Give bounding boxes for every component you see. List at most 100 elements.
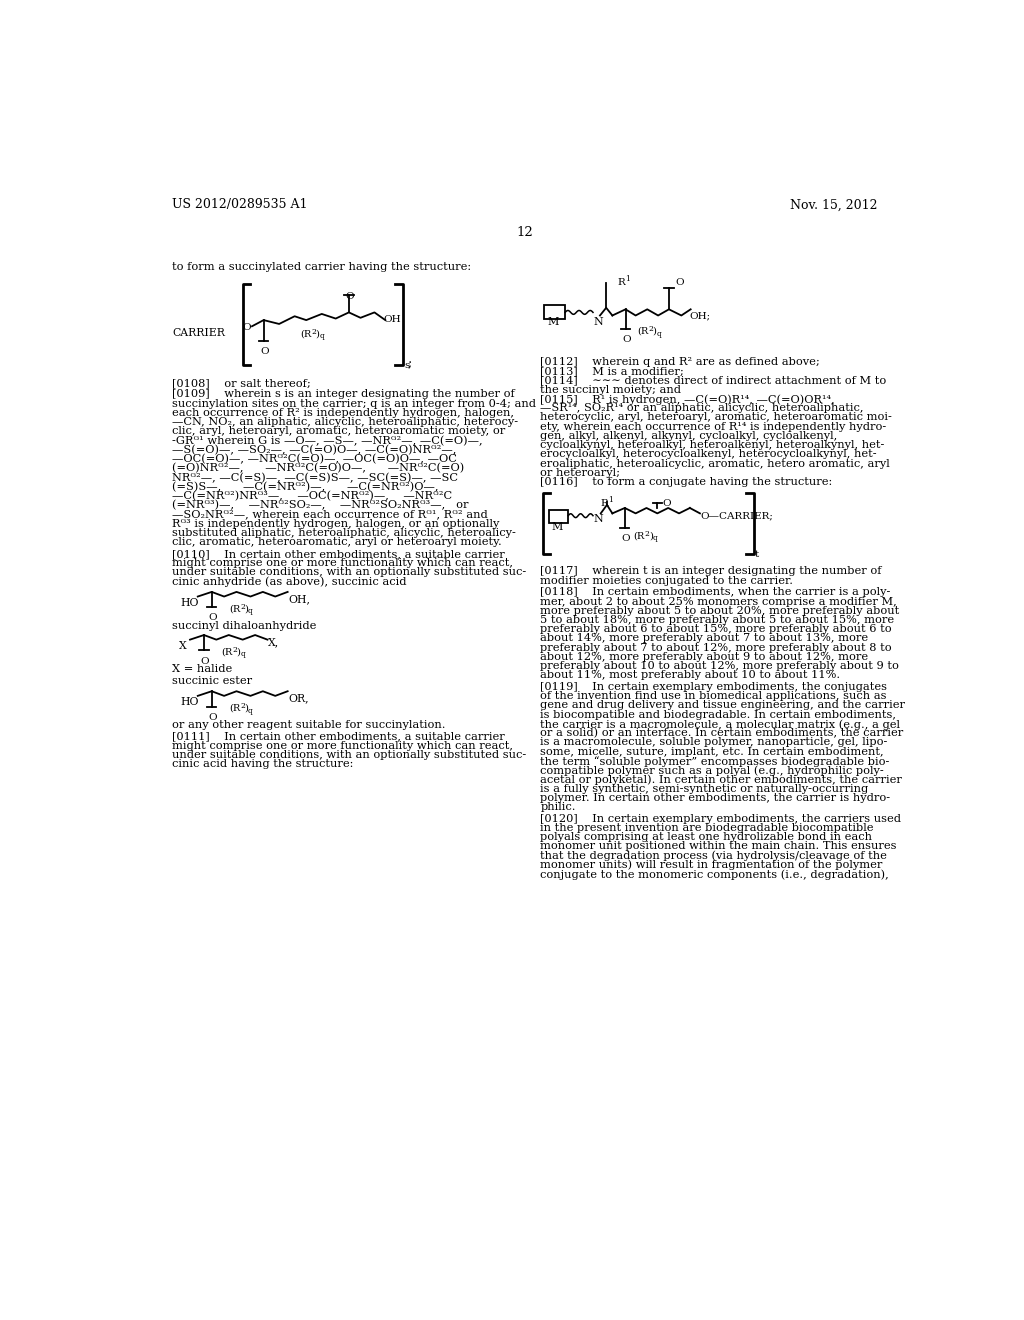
- Text: or a solid) or an interface. In certain embodiments, the carrier: or a solid) or an interface. In certain …: [541, 729, 903, 739]
- Text: HO: HO: [180, 598, 200, 609]
- Text: Rᴳ³ is independently hydrogen, halogen, or an optionally: Rᴳ³ is independently hydrogen, halogen, …: [172, 519, 500, 529]
- Text: succinyl dihaloanhydride: succinyl dihaloanhydride: [172, 622, 316, 631]
- Text: might comprise one or more functionality which can react,: might comprise one or more functionality…: [172, 558, 513, 568]
- Text: O: O: [201, 656, 210, 665]
- Text: Nov. 15, 2012: Nov. 15, 2012: [790, 198, 878, 211]
- Text: each occurrence of R² is independently hydrogen, halogen,: each occurrence of R² is independently h…: [172, 408, 514, 418]
- Text: US 2012/0289535 A1: US 2012/0289535 A1: [172, 198, 307, 211]
- Text: -GRᴳ¹ wherein G is —O—, —S—, —NRᴳ²—, —C(=O)—,: -GRᴳ¹ wherein G is —O—, —S—, —NRᴳ²—, —C(…: [172, 436, 482, 446]
- Text: [0109]    wherein s is an integer designating the number of: [0109] wherein s is an integer designati…: [172, 389, 515, 400]
- Text: q: q: [319, 333, 325, 341]
- Text: is biocompatible and biodegradable. In certain embodiments,: is biocompatible and biodegradable. In c…: [541, 710, 896, 719]
- Text: q: q: [241, 651, 246, 659]
- Text: philic.: philic.: [541, 803, 575, 812]
- Text: N: N: [593, 317, 603, 327]
- Text: is a fully synthetic, semi-synthetic or naturally-occurring: is a fully synthetic, semi-synthetic or …: [541, 784, 868, 793]
- Text: O—CARRIER;: O—CARRIER;: [700, 512, 773, 521]
- Text: O: O: [622, 535, 631, 543]
- Text: [0119]    In certain exemplary embodiments, the conjugates: [0119] In certain exemplary embodiments,…: [541, 682, 888, 692]
- Text: erocycloalkyl, heterocycloalkenyl, heterocycloalkynyl, het-: erocycloalkyl, heterocycloalkenyl, heter…: [541, 449, 877, 459]
- Text: of the invention find use in biomedical applications, such as: of the invention find use in biomedical …: [541, 692, 887, 701]
- Text: (R: (R: [637, 327, 648, 337]
- Text: —SR¹⁴, SO₂R¹⁴ or an aliphatic, alicyclic, heteroaliphatic,: —SR¹⁴, SO₂R¹⁴ or an aliphatic, alicyclic…: [541, 404, 864, 413]
- Text: 2: 2: [232, 645, 238, 653]
- Text: compatible polymer such as a polyal (e.g., hydrophilic poly-: compatible polymer such as a polyal (e.g…: [541, 766, 884, 776]
- Text: [0113]    M is a modifier;: [0113] M is a modifier;: [541, 367, 684, 376]
- Text: cinic acid having the structure:: cinic acid having the structure:: [172, 759, 353, 770]
- Text: under suitable conditions, with an optionally substituted suc-: under suitable conditions, with an optio…: [172, 568, 526, 577]
- Text: gen, alkyl, alkenyl, alkynyl, cycloalkyl, cycloalkenyl,: gen, alkyl, alkenyl, alkynyl, cycloalkyl…: [541, 430, 838, 441]
- Text: ): ): [649, 531, 652, 540]
- Text: (R: (R: [300, 330, 311, 338]
- Text: 5 to about 18%, more preferably about 5 to about 15%, more: 5 to about 18%, more preferably about 5 …: [541, 615, 894, 624]
- Text: R: R: [617, 277, 625, 286]
- Text: O: O: [260, 347, 269, 356]
- Text: O: O: [623, 335, 631, 345]
- Text: the term “soluble polymer” encompasses biodegradable bio-: the term “soluble polymer” encompasses b…: [541, 756, 890, 767]
- Text: OH,: OH,: [289, 594, 310, 605]
- Text: preferably about 10 to about 12%, more preferably about 9 to: preferably about 10 to about 12%, more p…: [541, 661, 899, 671]
- Text: heterocyclic, aryl, heteroaryl, aromatic, heteroaromatic moi-: heterocyclic, aryl, heteroaryl, aromatic…: [541, 412, 892, 422]
- Text: [0111]    In certain other embodiments, a suitable carrier: [0111] In certain other embodiments, a s…: [172, 731, 505, 742]
- Text: preferably about 6 to about 15%, more preferably about 6 to: preferably about 6 to about 15%, more pr…: [541, 624, 892, 634]
- Text: about 11%, most preferably about 10 to about 11%.: about 11%, most preferably about 10 to a…: [541, 671, 841, 680]
- Text: the carrier is a macromolecule, a molecular matrix (e.g., a gel: the carrier is a macromolecule, a molecu…: [541, 719, 900, 730]
- Text: HO: HO: [180, 697, 200, 708]
- Text: [0117]    wherein t is an integer designating the number of: [0117] wherein t is an integer designati…: [541, 566, 882, 577]
- Text: (R: (R: [228, 605, 240, 614]
- Text: clic, aromatic, heteroaromatic, aryl or heteroaryl moiety.: clic, aromatic, heteroaromatic, aryl or …: [172, 537, 502, 548]
- Text: CARRIER: CARRIER: [172, 327, 225, 338]
- Text: polymer. In certain other embodiments, the carrier is hydro-: polymer. In certain other embodiments, t…: [541, 793, 891, 803]
- Text: O: O: [243, 323, 251, 333]
- Text: O: O: [209, 713, 217, 722]
- Text: [0115]    R¹ is hydrogen, —C(=O)R¹⁴, —C(=O)OR¹⁴,: [0115] R¹ is hydrogen, —C(=O)R¹⁴, —C(=O)…: [541, 395, 835, 405]
- Text: in the present invention are biodegradable biocompatible: in the present invention are biodegradab…: [541, 822, 873, 833]
- Text: 12: 12: [516, 226, 534, 239]
- Text: [0114]    ∼∼∼ denotes direct of indirect attachment of M to: [0114] ∼∼∼ denotes direct of indirect at…: [541, 376, 887, 385]
- Text: —CN, NO₂, an aliphatic, alicyclic, heteroaliphatic, heterocy-: —CN, NO₂, an aliphatic, alicyclic, heter…: [172, 417, 518, 428]
- Text: cinic anhydride (as above), succinic acid: cinic anhydride (as above), succinic aci…: [172, 577, 407, 587]
- Text: t: t: [755, 549, 759, 558]
- Bar: [544, 305, 565, 318]
- Text: [0120]    In certain exemplary embodiments, the carriers used: [0120] In certain exemplary embodiments,…: [541, 813, 901, 824]
- Text: eroaliphatic, heteroalicyclic, aromatic, hetero aromatic, aryl: eroaliphatic, heteroalicyclic, aromatic,…: [541, 459, 890, 469]
- Text: (=S)S—,      —C(=NRᴳ²)—,      —C(=NRᴳ²)O—,: (=S)S—, —C(=NRᴳ²)—, —C(=NRᴳ²)O—,: [172, 482, 438, 492]
- Text: clic, aryl, heteroaryl, aromatic, heteroaromatic moiety, or: clic, aryl, heteroaryl, aromatic, hetero…: [172, 426, 506, 437]
- Text: ): ): [245, 605, 248, 614]
- Text: or heteroaryl;: or heteroaryl;: [541, 469, 621, 478]
- Text: O: O: [209, 614, 217, 623]
- Text: OH: OH: [384, 315, 401, 325]
- Text: NRᴳ²—, —C(=S)—, —C(=S)S—, —SC(=S)—, —SC: NRᴳ²—, —C(=S)—, —C(=S)S—, —SC(=S)—, —SC: [172, 473, 458, 483]
- Text: OR,: OR,: [289, 693, 309, 704]
- Text: R: R: [601, 499, 608, 508]
- Text: monomer unit positioned within the main chain. This ensures: monomer unit positioned within the main …: [541, 841, 897, 851]
- Text: (=NRᴳ³)—,    —NRᴳ²SO₂—,    —NRᴳ²SO₂NRᴳ³—,   or: (=NRᴳ³)—, —NRᴳ²SO₂—, —NRᴳ²SO₂NRᴳ³—, or: [172, 500, 469, 511]
- Text: under suitable conditions, with an optionally substituted suc-: under suitable conditions, with an optio…: [172, 750, 526, 760]
- Text: some, micelle, suture, implant, etc. In certain embodiment,: some, micelle, suture, implant, etc. In …: [541, 747, 884, 756]
- Text: 2: 2: [241, 603, 246, 611]
- Text: about 12%, more preferably about 9 to about 12%, more: about 12%, more preferably about 9 to ab…: [541, 652, 868, 661]
- Text: might comprise one or more functionality which can react,: might comprise one or more functionality…: [172, 741, 513, 751]
- Text: or any other reagent suitable for succinylation.: or any other reagent suitable for succin…: [172, 721, 445, 730]
- Text: (R: (R: [228, 704, 240, 713]
- Text: to form a succinylated carrier having the structure:: to form a succinylated carrier having th…: [172, 263, 471, 272]
- Text: 2: 2: [311, 327, 316, 335]
- Text: —C(=NRᴳ²)NRᴳ³—,    —OC(=NRᴳ²)—,    —NRᴳ²C: —C(=NRᴳ²)NRᴳ³—, —OC(=NRᴳ²)—, —NRᴳ²C: [172, 491, 453, 502]
- Text: 2: 2: [649, 326, 653, 334]
- Text: [0110]    In certain other embodiments, a suitable carrier: [0110] In certain other embodiments, a s…: [172, 549, 505, 558]
- Bar: [549, 511, 568, 524]
- Text: gene and drug delivery and tissue engineering, and the carrier: gene and drug delivery and tissue engine…: [541, 701, 905, 710]
- Text: mer, about 2 to about 25% monomers comprise a modifier M,: mer, about 2 to about 25% monomers compr…: [541, 597, 897, 606]
- Text: cycloalkynyl, heteroalkyl, heteroalkenyl, heteroalkynyl, het-: cycloalkynyl, heteroalkyl, heteroalkenyl…: [541, 441, 885, 450]
- Text: M: M: [547, 317, 559, 327]
- Text: 2: 2: [241, 702, 246, 710]
- Text: —OC(=O)—, —NRᴳ²C(=O)—, —OC(=O)O—, —OC: —OC(=O)—, —NRᴳ²C(=O)—, —OC(=O)O—, —OC: [172, 454, 457, 465]
- Text: ): ): [237, 647, 241, 656]
- Text: acetal or polyketal). In certain other embodiments, the carrier: acetal or polyketal). In certain other e…: [541, 775, 902, 785]
- Text: X,: X,: [268, 638, 280, 647]
- Text: about 14%, more preferably about 7 to about 13%, more: about 14%, more preferably about 7 to ab…: [541, 634, 868, 643]
- Text: q: q: [248, 706, 253, 714]
- Text: s: s: [403, 360, 410, 370]
- Text: ety, wherein each occurrence of R¹⁴ is independently hydro-: ety, wherein each occurrence of R¹⁴ is i…: [541, 422, 887, 432]
- Text: succinic ester: succinic ester: [172, 676, 252, 686]
